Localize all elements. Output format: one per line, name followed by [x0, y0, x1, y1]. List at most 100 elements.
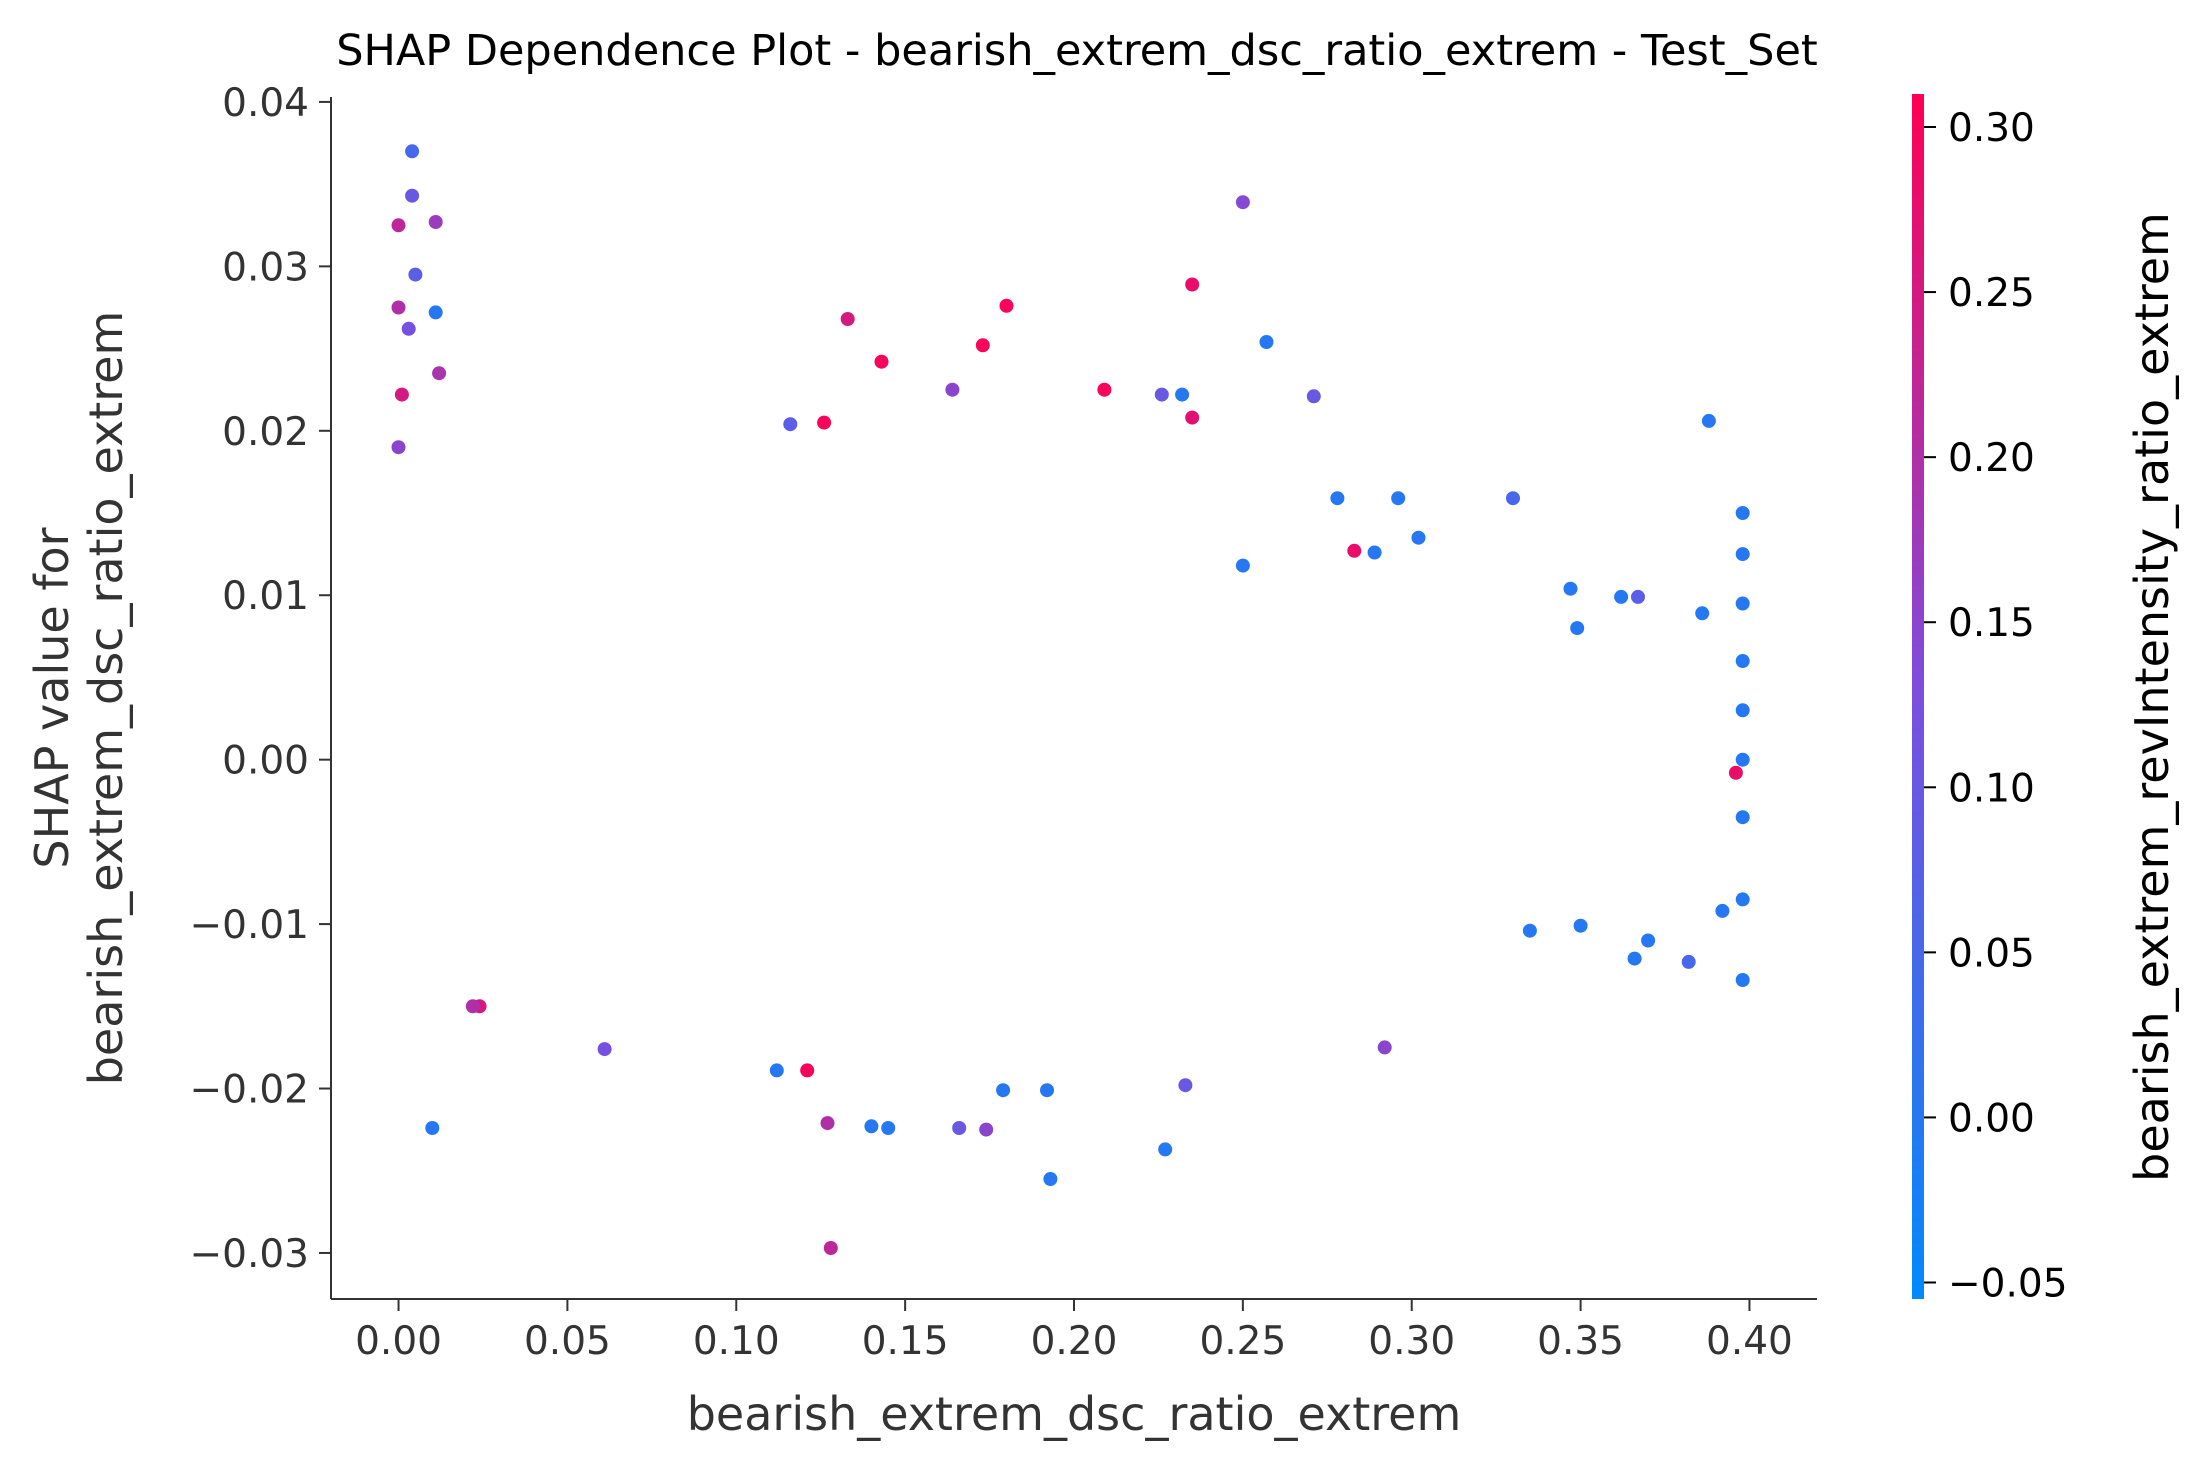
data-point — [817, 415, 832, 430]
data-point — [864, 1119, 879, 1134]
data-point — [391, 300, 406, 315]
data-point — [597, 1042, 612, 1057]
data-point — [405, 188, 420, 203]
data-point — [1330, 491, 1345, 506]
data-point — [1695, 606, 1710, 621]
data-point — [1627, 951, 1642, 966]
data-point — [1735, 810, 1750, 825]
data-point — [1522, 923, 1537, 938]
data-point — [425, 1121, 440, 1135]
x-tick-label: 0.05 — [524, 1319, 611, 1364]
data-point — [1235, 195, 1250, 210]
data-point — [999, 298, 1014, 313]
x-tick-label: 0.35 — [1537, 1319, 1624, 1364]
data-point — [1043, 1172, 1058, 1186]
colorbar-tick-label: 0.25 — [1948, 271, 2035, 316]
colorbar-tick-label: 0.15 — [1948, 601, 2035, 646]
data-point — [1154, 387, 1169, 402]
x-tick-label: 0.15 — [862, 1319, 949, 1364]
data-point — [401, 321, 416, 336]
data-point — [391, 440, 406, 455]
y-tick-label: −0.03 — [189, 1232, 309, 1277]
data-point — [1235, 558, 1250, 573]
y-tick-label: −0.01 — [189, 903, 309, 948]
data-point — [874, 354, 889, 369]
x-axis-title: bearish_extrem_dsc_ratio_extrem — [687, 1387, 1462, 1441]
colorbar — [1912, 94, 1924, 1299]
x-tick-label: 0.30 — [1368, 1319, 1455, 1364]
data-point — [783, 417, 798, 432]
data-point — [1158, 1142, 1173, 1157]
data-point — [1563, 581, 1578, 596]
colorbar-tick-label: 0.05 — [1948, 931, 2035, 976]
data-point — [1570, 621, 1585, 636]
data-point — [428, 215, 443, 229]
colorbar-ticks: −0.05 0.00 0.05 0.10 0.15 0.20 0.25 0.30 — [1924, 106, 2068, 1306]
x-tick-label: 0.00 — [355, 1319, 442, 1364]
data-point — [1735, 892, 1750, 907]
chart-title: SHAP Dependence Plot - bearish_extrem_ds… — [336, 26, 1818, 76]
data-point — [1347, 543, 1362, 558]
data-point — [820, 1116, 835, 1131]
data-point — [1391, 491, 1406, 506]
data-point — [391, 218, 406, 233]
x-tick-label: 0.25 — [1199, 1319, 1286, 1364]
colorbar-tick-label: −0.05 — [1948, 1261, 2068, 1306]
colorbar-tick-label: 0.00 — [1948, 1096, 2035, 1141]
data-point — [1306, 389, 1321, 404]
data-point — [1701, 413, 1716, 428]
colorbar-title: bearish_extrem_revIntensity_ratio_extrem — [2125, 212, 2179, 1182]
x-tick-label: 0.40 — [1706, 1319, 1793, 1364]
data-point — [408, 267, 423, 282]
data-point — [823, 1241, 838, 1255]
data-point — [1178, 1078, 1193, 1093]
data-point — [1097, 382, 1112, 397]
data-point — [428, 305, 443, 320]
x-tick-label: 0.20 — [1031, 1319, 1118, 1364]
y-axis-title-2: bearish_extrem_dsc_ratio_extrem — [79, 311, 133, 1086]
data-point — [1735, 596, 1750, 611]
data-point — [1185, 277, 1200, 292]
data-point — [1728, 765, 1743, 780]
data-point — [1040, 1083, 1054, 1098]
data-point — [769, 1063, 784, 1078]
data-point — [1735, 547, 1750, 562]
data-point — [1367, 545, 1382, 560]
y-tick-label: −0.02 — [189, 1068, 309, 1113]
data-point — [1735, 506, 1750, 520]
data-point — [465, 999, 480, 1014]
data-point — [1411, 530, 1426, 545]
data-point — [975, 338, 990, 353]
data-point — [1631, 589, 1645, 604]
y-axis-title: SHAP value for — [25, 527, 79, 868]
data-point — [1614, 589, 1629, 604]
data-point — [1506, 491, 1520, 506]
data-point — [405, 144, 420, 159]
data-point — [1641, 933, 1656, 948]
data-point — [1735, 703, 1750, 718]
scatter-points — [391, 144, 1750, 1255]
data-point — [1185, 410, 1200, 425]
data-point — [1681, 954, 1696, 969]
data-point — [1715, 903, 1730, 918]
data-point — [1735, 973, 1750, 987]
y-tick-label: 0.00 — [222, 739, 309, 784]
x-axis-ticks: 0.00 0.05 0.10 0.15 0.20 0.25 0.30 0.35 0.40 — [355, 1299, 1793, 1364]
x-tick-label: 0.10 — [693, 1319, 780, 1364]
data-point — [432, 366, 447, 381]
y-tick-label: 0.02 — [222, 410, 309, 455]
colorbar-tick-label: 0.20 — [1948, 436, 2035, 481]
y-tick-label: 0.04 — [222, 81, 309, 126]
data-point — [1377, 1040, 1392, 1055]
data-point — [800, 1063, 815, 1078]
data-point — [952, 1121, 967, 1135]
data-point — [945, 382, 960, 397]
data-point — [881, 1121, 896, 1135]
data-point — [840, 312, 855, 326]
data-point — [394, 387, 409, 402]
data-point — [1175, 387, 1190, 402]
y-tick-label: 0.01 — [222, 574, 309, 619]
data-point — [1259, 335, 1274, 349]
y-axis-title-line-2: bearish_extrem_dsc_ratio_extrem — [79, 311, 133, 1086]
data-point — [1735, 654, 1750, 668]
